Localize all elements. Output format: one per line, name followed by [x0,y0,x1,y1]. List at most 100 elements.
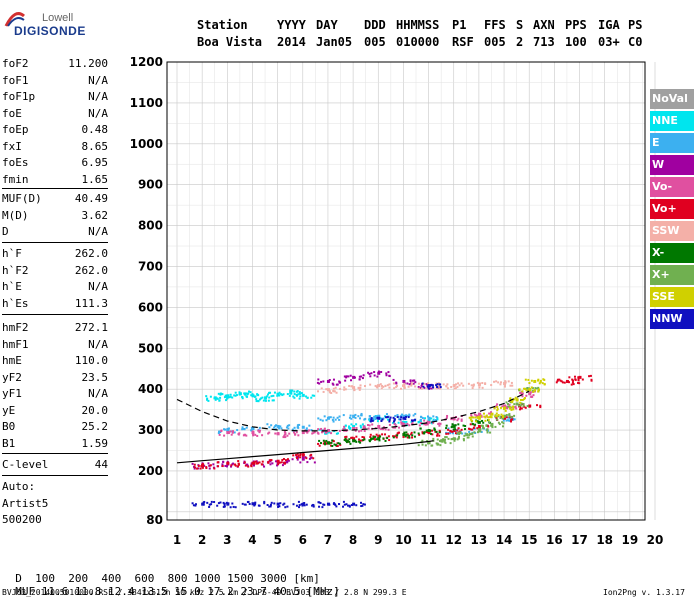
echo-point [520,392,523,395]
data-point [503,382,507,386]
echo-point [300,392,303,395]
echo-point [539,379,542,382]
echo-point [334,503,337,506]
echo-point [296,457,299,460]
echo-point [423,431,426,434]
echo-point [483,415,486,418]
echo-point [521,399,524,402]
profile-curve [176,440,434,464]
echo-point [438,384,441,387]
echo-point [325,419,328,422]
echo-point [422,385,425,388]
echo-point [248,390,251,393]
echo-point [514,405,517,408]
echo-point [489,415,492,418]
header-value-day: Jan05 [316,35,353,49]
echo-point [229,395,232,398]
echo-point [424,444,427,447]
echo-point [433,419,436,422]
echo-point [510,408,513,411]
echo-point [244,503,247,506]
echo-point [381,433,384,436]
echo-point [206,501,209,504]
echo-point [251,393,254,396]
echo-point [345,435,348,438]
echo-point [533,388,536,391]
echo-point [224,464,227,467]
echo-point [226,397,229,400]
echo-point [451,430,454,433]
echo-point [442,438,445,441]
header-value-ffs: 005 [484,35,506,49]
echo-point [513,418,516,421]
echo-point [334,418,337,421]
echo-point [417,444,420,447]
echo-point [454,428,457,431]
data-point [528,388,532,392]
echo-point [507,405,510,408]
x-tick-label: 6 [299,533,307,547]
echo-point [407,385,410,388]
echo-point [435,430,438,433]
echo-point [378,439,381,442]
echo-point [316,381,319,384]
echo-point [511,401,514,404]
echo-point [510,420,513,423]
echo-point [442,383,445,386]
echo-point [312,505,315,508]
echo-point [457,437,460,440]
echo-point [258,429,261,432]
echo-point [385,413,388,416]
echo-point [281,394,284,397]
echo-point [556,379,559,382]
data-point [427,418,431,422]
echo-point [420,420,423,423]
param-row: hmF1 N/A [2,337,108,351]
echo-point [509,401,512,404]
autoscale-version: 500200 [2,513,42,526]
echo-point [472,383,475,386]
echo-point [226,427,229,430]
echo-point [509,400,512,403]
echo-point [288,394,291,397]
data-point [301,502,305,506]
echo-point [509,398,512,401]
echo-point [245,434,248,437]
echo-point [348,425,351,428]
echo-point [447,437,450,440]
data-point [427,384,431,388]
header-value-ddd: 005 [364,35,386,49]
echo-point [357,415,360,418]
echo-point [279,502,282,505]
echo-point [312,457,315,460]
data-point [201,502,205,506]
echo-point [193,463,196,466]
x-tick-label: 1 [173,533,181,547]
echo-point [350,423,353,426]
echo-point [269,460,272,463]
echo-point [360,501,363,504]
echo-point [490,416,493,419]
echo-point [221,465,224,468]
y-tick-label: 1000 [130,137,163,151]
echo-point [588,375,591,378]
echo-point [361,504,364,507]
echo-point [286,393,289,396]
echo-point [358,388,361,391]
echo-point [237,433,240,436]
echo-point [281,464,284,467]
data-point [213,396,217,400]
echo-point [515,407,518,410]
data-point [276,502,280,506]
echo-point [520,399,523,402]
echo-point [343,427,346,430]
echo-point [420,415,423,418]
echo-point [332,387,335,390]
footer-muf-values: 11.6 11.8 12.4 13.5 15.0 17.2 23.7 40.5 … [35,585,340,598]
echo-point [380,427,383,430]
echo-point [436,385,439,388]
echo-point [406,414,409,417]
echo-point [349,442,352,445]
echo-point [255,398,258,401]
echo-point [266,504,269,507]
